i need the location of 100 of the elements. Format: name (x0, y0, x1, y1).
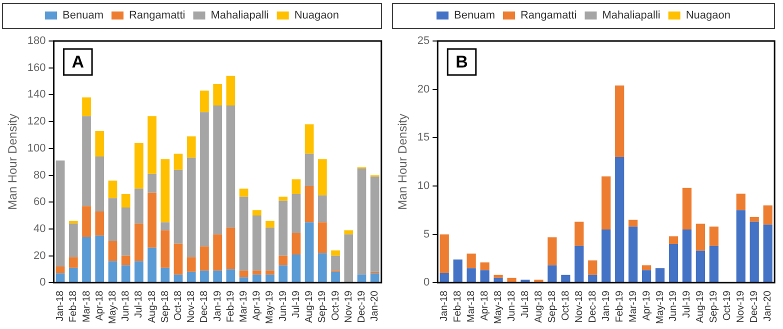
bar (548, 265, 557, 282)
bar (121, 207, 130, 256)
x-tick-label: Feb-18 (68, 290, 80, 322)
x-tick-label: Oct-18 (173, 290, 184, 321)
bar (440, 234, 449, 273)
bar (266, 220, 274, 228)
bar (213, 84, 222, 106)
legend-label: Rangamatti (128, 10, 186, 22)
x-tick-label: Jan-20 (370, 290, 381, 322)
bar (318, 222, 327, 254)
bar (466, 254, 476, 268)
x-tick-label: Feb-18 (452, 290, 464, 322)
x-tick-label: Jan-19 (600, 290, 612, 322)
bar (736, 210, 746, 282)
bar (642, 265, 652, 270)
x-tick-label: Dec-18 (199, 290, 210, 323)
bar (696, 250, 705, 282)
bar (709, 226, 718, 246)
bar (174, 244, 183, 275)
bar (239, 270, 248, 278)
bar (588, 260, 598, 275)
bar (344, 234, 354, 282)
bar (82, 237, 91, 282)
x-tick-label: Aug-18 (146, 290, 158, 323)
bar (108, 198, 118, 242)
bar (615, 156, 624, 282)
x-tick-label: Sep-18 (160, 290, 171, 323)
y-tick-label: 80 (34, 169, 46, 182)
bar (68, 257, 78, 268)
bar (95, 236, 104, 282)
bar (292, 194, 301, 233)
legend-label: Mahaliapalli (210, 10, 269, 22)
bar (239, 188, 248, 197)
x-tick-label: Jan-20 (762, 290, 774, 322)
bar (82, 116, 91, 206)
bar (507, 278, 516, 282)
bar (278, 265, 288, 282)
bar (292, 179, 301, 194)
bar (574, 222, 584, 246)
y-tick-label: 0 (40, 276, 46, 289)
annotation: A (72, 52, 84, 72)
x-tick-label: May-18 (107, 290, 118, 324)
x-tick-label: Jul-18 (134, 290, 145, 318)
bar (160, 222, 170, 230)
bar (186, 272, 196, 282)
y-tick-label: 160 (27, 62, 46, 74)
bar (252, 216, 262, 271)
bar (331, 250, 340, 256)
legend-label: Benuam (454, 10, 496, 22)
x-tick-label: Jul-18 (520, 290, 531, 318)
x-tick-label: Nov-18 (186, 290, 198, 323)
bar (574, 246, 584, 282)
bar (266, 274, 274, 282)
bar (186, 136, 196, 158)
bar (148, 174, 156, 193)
bar (370, 176, 380, 272)
bar (278, 196, 288, 201)
bar (121, 194, 130, 208)
bar (213, 270, 222, 282)
bar (134, 143, 144, 189)
x-tick-label: Jan-18 (439, 290, 450, 322)
bar (318, 159, 327, 196)
x-tick-label: May-18 (493, 290, 504, 324)
bar (344, 230, 354, 234)
bar (68, 220, 78, 224)
x-tick-label: Jun-18 (506, 290, 518, 322)
bar (304, 124, 314, 154)
bar (174, 154, 183, 170)
bar (602, 176, 611, 230)
bar (160, 230, 170, 268)
bar (480, 262, 490, 270)
bar (148, 116, 156, 174)
x-tick-label: Feb-19 (614, 290, 626, 322)
bar (682, 188, 692, 230)
bar (440, 272, 449, 282)
bar (615, 85, 624, 157)
bar (628, 220, 638, 227)
bar (200, 270, 209, 282)
bar (108, 180, 118, 198)
bar (370, 273, 380, 282)
bar (266, 270, 274, 275)
y-tick-label: 15 (417, 132, 430, 144)
bar (357, 168, 366, 275)
bar (682, 229, 692, 282)
bar (266, 228, 274, 271)
x-tick-label: Nov-18 (574, 290, 585, 323)
x-tick-label: Apr-19 (641, 290, 652, 321)
legend-label: Benuam (62, 10, 104, 22)
x-tick-label: Mar-18 (466, 290, 478, 322)
bar (226, 76, 236, 106)
bar (763, 205, 772, 225)
bar (82, 206, 91, 238)
bar (226, 269, 236, 282)
bar (213, 234, 222, 271)
bar (304, 186, 314, 222)
x-tick-label: Aug-18 (533, 290, 544, 323)
bar (95, 156, 104, 212)
bar (252, 210, 262, 216)
bar (252, 274, 262, 282)
bar (56, 273, 65, 282)
